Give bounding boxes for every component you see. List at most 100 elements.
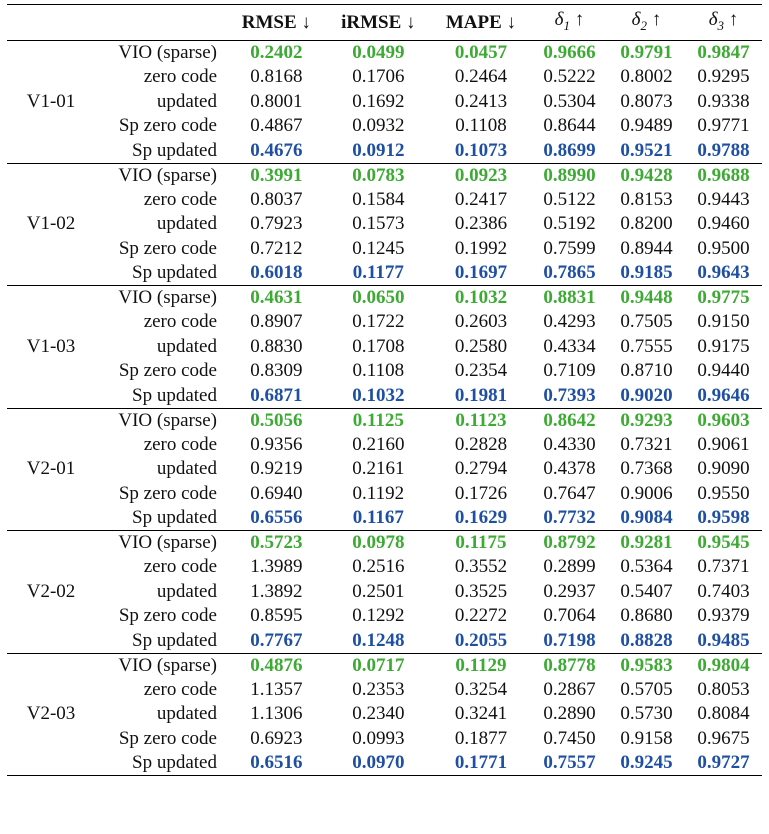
- metric-cell: 0.1192: [352, 482, 405, 504]
- table-row: V2-02 VIO (sparse) 0.5723 0.0978 0.1175 0.879…: [7, 531, 762, 602]
- metric-cell: 0.6018: [250, 262, 303, 283]
- metric-cell: 0.2272: [454, 605, 508, 627]
- metric-cell: 0.7109: [543, 360, 596, 382]
- metric-cell: 0.9158: [620, 727, 673, 749]
- metric-cell: 0.9460: [697, 213, 750, 235]
- metric-cell: 1.1306: [250, 703, 303, 725]
- metric-cell: 0.9788: [697, 139, 750, 161]
- header-sequence: [7, 5, 95, 41]
- method-label: zero code: [143, 678, 217, 700]
- metric-cell: 0.8595: [250, 605, 303, 627]
- metric-cell: 0.6871: [250, 384, 303, 406]
- metric-cell: 0.1629: [454, 507, 508, 528]
- method-label: VIO (sparse): [118, 287, 217, 308]
- metric-cell: 0.4876: [250, 654, 303, 676]
- sequence-label: V1-02: [26, 213, 76, 235]
- table-row: Sp updated 0.6018 0.1177 0.1697 0.7865 0.9185…: [7, 261, 762, 286]
- metric-cell: 0.9281: [620, 532, 673, 553]
- metric-cell: 0.2580: [454, 335, 508, 357]
- metric-cell: 0.9185: [620, 262, 673, 283]
- metric-cell: 0.2794: [454, 458, 508, 480]
- metric-cell: 0.0912: [352, 139, 405, 161]
- method-label: zero code: [143, 66, 217, 88]
- metric-cell: 0.9675: [697, 727, 750, 749]
- metric-cell: 0.1108: [352, 360, 405, 382]
- metric-cell: 0.7557: [543, 752, 596, 773]
- metric-cell: 0.9791: [620, 42, 673, 63]
- metric-cell: 0.0932: [352, 115, 405, 137]
- metric-cell: 0.9295: [697, 66, 750, 88]
- metric-cell: 0.2354: [454, 360, 508, 382]
- metric-cell: 0.1697: [454, 262, 508, 283]
- metric-cell: 0.2464: [454, 66, 508, 88]
- metric-cell: 0.9666: [543, 42, 596, 63]
- method-label: VIO (sparse): [118, 409, 217, 431]
- table-row: Sp zero code 0.8595 0.1292 0.2272 0.7064 0.86…: [7, 604, 762, 629]
- metric-cell: 0.1177: [352, 262, 404, 283]
- metric-cell: 0.4293: [543, 311, 596, 333]
- metric-cell: 0.9500: [697, 237, 750, 259]
- table-row: updated 1.3892 0.2501 0.3525 0.2937 0.5407 0.7…: [7, 580, 762, 605]
- metric-cell: 0.8168: [250, 66, 303, 88]
- metric-cell: 0.9428: [620, 164, 673, 186]
- metric-cell: 0.3254: [454, 678, 508, 700]
- metric-cell: 0.0993: [352, 727, 405, 749]
- table-row: Sp updated 0.6871 0.1032 0.1981 0.7393 0.9020…: [7, 384, 762, 409]
- method-label: Sp updated: [132, 139, 217, 161]
- metric-cell: 0.9443: [697, 188, 750, 210]
- metric-cell: 0.7555: [620, 335, 673, 357]
- metric-cell: 0.9485: [697, 629, 750, 651]
- delta-symbol: δ: [631, 8, 641, 30]
- metric-cell: 0.9150: [697, 311, 750, 333]
- metric-cell: 0.1726: [454, 482, 508, 504]
- table-row: zero code 0.8907 0.1722 0.2603 0.4293 0.7505 0…: [7, 310, 762, 335]
- metric-cell: 0.2386: [454, 213, 508, 235]
- metric-cell: 0.3525: [454, 580, 508, 602]
- metric-cell: 0.8053: [697, 678, 750, 700]
- method-label: zero code: [143, 311, 217, 333]
- delta-symbol: δ: [708, 8, 718, 30]
- metric-cell: 0.7198: [543, 629, 596, 651]
- metric-cell: 0.7212: [250, 237, 303, 259]
- table-row: Sp zero code 0.7212 0.1245 0.1992 0.7599 0.89…: [7, 237, 762, 262]
- metric-cell: 0.7732: [543, 507, 596, 528]
- metric-cell: 0.0783: [352, 164, 405, 186]
- metric-cell: 0.0970: [352, 752, 405, 773]
- metric-cell: 0.8309: [250, 360, 303, 382]
- metric-cell: 0.1123: [455, 409, 507, 431]
- header-method: [95, 5, 227, 41]
- method-label: Sp updated: [132, 752, 217, 773]
- table-row: V1-03 VIO (sparse) 0.4631 0.0650 0.1032 0.883…: [7, 286, 762, 357]
- metric-cell: 0.1245: [352, 237, 405, 259]
- metric-cell: 0.8792: [543, 532, 596, 553]
- metric-cell: 0.5723: [250, 532, 303, 553]
- metric-cell: 0.6516: [250, 752, 303, 773]
- metric-cell: 0.6556: [250, 507, 303, 528]
- metric-cell: 0.7368: [620, 458, 673, 480]
- metric-cell: 0.9379: [697, 605, 750, 627]
- table-row: Sp updated 0.6556 0.1167 0.1629 0.7732 0.9084…: [7, 506, 762, 531]
- metric-cell: 0.2055: [454, 629, 508, 651]
- metric-cell: 0.8073: [620, 90, 673, 112]
- metric-cell: 0.9175: [697, 335, 750, 357]
- metric-cell: 0.2899: [543, 556, 596, 578]
- metric-cell: 0.6923: [250, 727, 303, 749]
- metric-cell: 0.1248: [352, 629, 405, 651]
- method-label: Sp updated: [132, 262, 217, 283]
- header-delta3: δ3 ↑: [685, 5, 762, 41]
- metric-cell: 0.9771: [697, 115, 750, 137]
- delta-symbol: δ: [554, 8, 564, 30]
- metric-cell: 0.2353: [352, 678, 405, 700]
- table-row: updated 0.8830 0.1708 0.2580 0.4334 0.7555 0.9…: [7, 335, 762, 360]
- metric-cell: 0.7450: [543, 727, 596, 749]
- method-label: Sp updated: [132, 507, 217, 528]
- method-label: updated: [156, 458, 217, 480]
- method-label: Sp zero code: [118, 482, 217, 504]
- metric-cell: 0.5304: [543, 90, 596, 112]
- metric-cell: 0.0499: [352, 42, 405, 63]
- metric-cell: 0.3991: [250, 164, 303, 186]
- metric-cell: 0.7767: [250, 629, 303, 651]
- metric-cell: 0.4631: [250, 287, 303, 308]
- metric-cell: 0.1877: [454, 727, 508, 749]
- table-row: updated 1.1306 0.2340 0.3241 0.2890 0.5730 0.8…: [7, 702, 762, 727]
